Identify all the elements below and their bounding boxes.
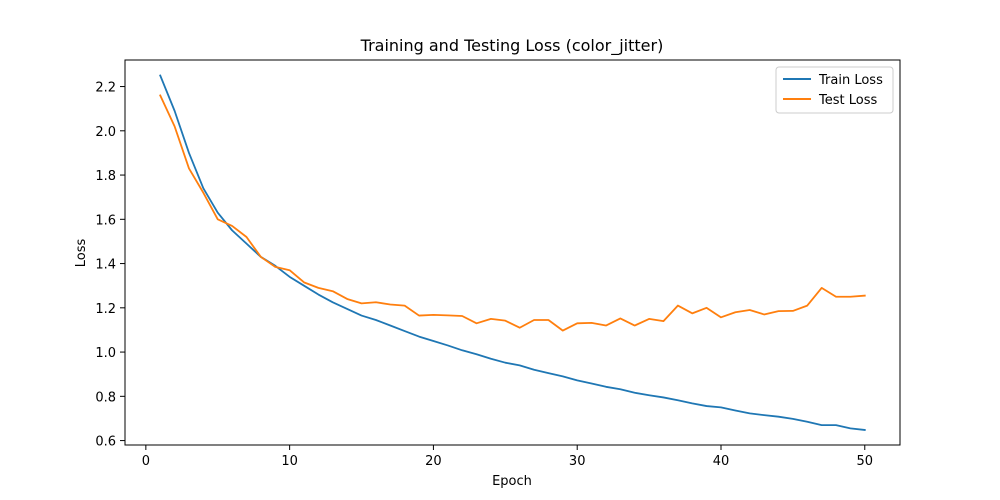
x-tick-label: 40	[713, 454, 730, 469]
x-axis-label: Epoch	[492, 474, 532, 489]
x-tick-label: 0	[142, 454, 150, 469]
y-tick-label: 1.6	[95, 213, 116, 228]
x-tick-label: 30	[569, 454, 586, 469]
y-tick-label: 1.8	[95, 169, 116, 184]
y-axis-label: Loss	[74, 239, 89, 268]
series-lines	[159, 74, 866, 431]
y-axis-ticks: 0.6 0.8 1.0 1.2 1.4 1.6 1.8 2.0 2.2	[95, 81, 125, 450]
legend-label-test-loss: Test Loss	[818, 93, 877, 108]
series-line-test-loss	[159, 94, 866, 332]
legend-label-train-loss: Train Loss	[818, 73, 883, 88]
legend: Train Loss Test Loss	[775, 66, 894, 114]
y-tick-label: 2.0	[95, 125, 116, 140]
y-tick-label: 1.2	[95, 302, 116, 317]
y-tick-label: 2.2	[95, 81, 116, 96]
y-tick-label: 1.0	[95, 346, 116, 361]
y-tick-label: 0.6	[95, 435, 116, 450]
x-axis-ticks: 0 10 20 30 40 50	[142, 445, 873, 469]
chart-title: Training and Testing Loss (color_jitter)	[360, 36, 664, 56]
axes-frame	[124, 59, 901, 446]
x-tick-label: 50	[856, 454, 873, 469]
plot-area	[124, 59, 901, 446]
y-tick-label: 0.8	[95, 390, 116, 405]
x-tick-label: 20	[425, 454, 442, 469]
x-tick-label: 10	[281, 454, 298, 469]
y-tick-label: 1.4	[95, 258, 116, 273]
series-line-train-loss	[159, 74, 866, 431]
